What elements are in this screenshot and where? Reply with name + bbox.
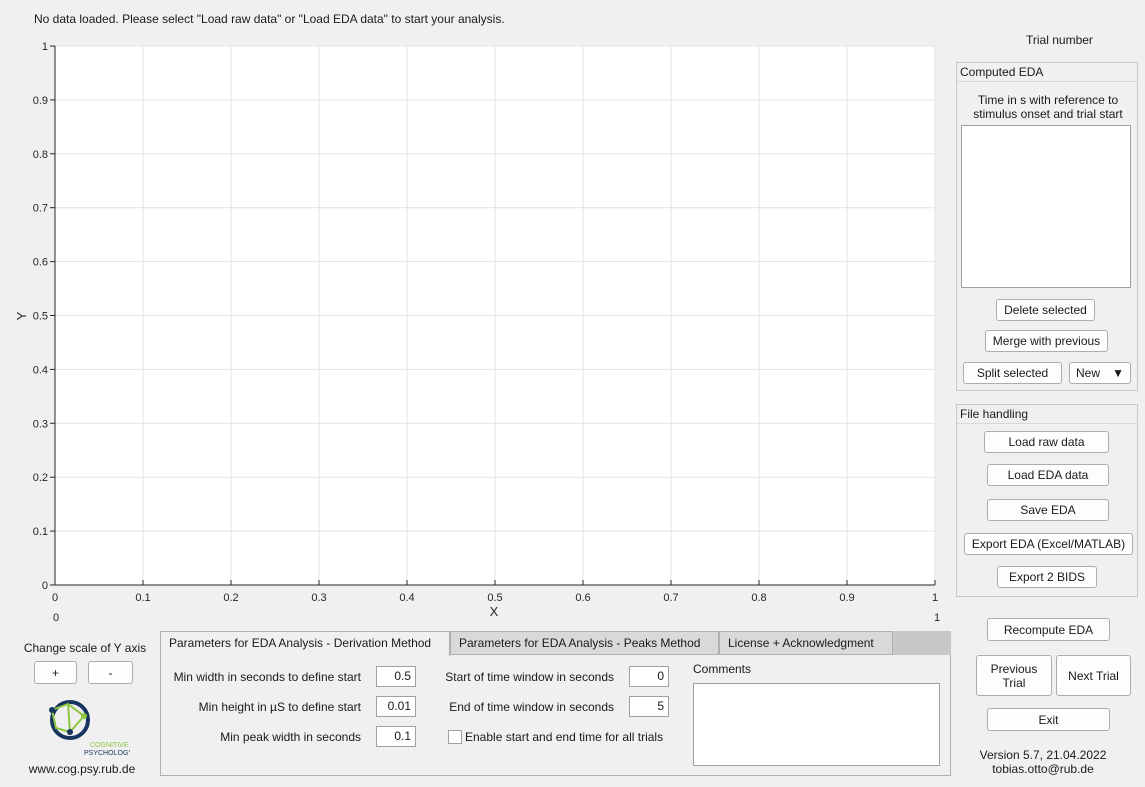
param-input[interactable]: 0.5	[376, 666, 416, 687]
logo-node	[67, 729, 73, 735]
y-tick-label: 0.9	[33, 95, 48, 107]
param-label: Min width in seconds to define start	[173, 670, 361, 684]
status-text: No data loaded. Please select "Load raw …	[34, 12, 505, 26]
x-tick-label: 0.4	[399, 592, 414, 604]
slider-max: 1	[934, 612, 940, 624]
x-tick-label: 0	[52, 592, 58, 604]
param-label: Min peak width in seconds	[220, 730, 361, 744]
y-tick-label: 0.3	[33, 418, 48, 430]
y-tick-label: 0.8	[33, 149, 48, 161]
param-label: Start of time window in seconds	[445, 670, 614, 684]
param-input[interactable]: 0.1	[376, 726, 416, 747]
exit-button[interactable]: Exit	[987, 708, 1110, 731]
param-label: End of time window in seconds	[449, 700, 614, 714]
x-axis-label: X	[490, 604, 499, 619]
scale-label: Change scale of Y axis	[23, 641, 147, 655]
y-tick-label: 0.4	[33, 364, 48, 376]
logo-text: PSYCHOLOGY	[84, 750, 130, 757]
param-input[interactable]: 0	[629, 666, 669, 687]
x-tick-label: 0.2	[223, 592, 238, 604]
x-tick-label: 1	[932, 592, 938, 604]
new-dropdown[interactable]: New ▼	[1069, 362, 1131, 384]
scale-minus-button[interactable]: -	[88, 661, 133, 684]
y-tick-label: 0.6	[33, 257, 48, 269]
comments-box[interactable]	[693, 683, 940, 766]
y-tick-label: 0.5	[33, 311, 48, 323]
x-tick-label: 0.8	[751, 592, 766, 604]
y-tick-label: 0.2	[33, 472, 48, 484]
panel-title: File handling	[957, 405, 1137, 424]
checkbox-label: Enable start and end time for all trials	[465, 730, 664, 744]
recompute-button[interactable]: Recompute EDA	[987, 618, 1110, 641]
x-tick-label: 0.6	[575, 592, 590, 604]
slider-min: 0	[53, 612, 59, 624]
file-handling-panel: File handling Load raw data Load EDA dat…	[956, 404, 1138, 597]
y-tick-label: 0.7	[33, 203, 48, 215]
logo-node	[81, 713, 87, 719]
panel-title: Computed EDA	[957, 63, 1137, 82]
x-tick-label: 0.3	[311, 592, 326, 604]
split-button[interactable]: Split selected	[963, 362, 1062, 384]
scale-plus-button[interactable]: +	[34, 661, 77, 684]
x-tick-label: 0.7	[663, 592, 678, 604]
dropdown-arrow: ▼	[1112, 366, 1124, 380]
x-tick-label: 0.5	[487, 592, 502, 604]
export-eda-button[interactable]: Export EDA (Excel/MATLAB)	[964, 533, 1133, 555]
eda-listbox[interactable]	[961, 125, 1131, 288]
y-tick-label: 0.1	[33, 526, 48, 538]
logo-node	[49, 707, 55, 713]
dropdown-value: New	[1076, 366, 1101, 380]
version-text: Version 5.7, 21.04.2022	[979, 748, 1107, 762]
y-axis-label: Y	[14, 311, 29, 320]
trial-number-label: Trial number	[1026, 33, 1093, 47]
email-text: tobias.otto@rub.de	[992, 762, 1094, 776]
load-eda-button[interactable]: Load EDA data	[987, 464, 1109, 486]
logo-network	[50, 702, 86, 734]
y-tick-label: 1	[42, 41, 48, 53]
logo-ring	[50, 700, 90, 740]
comments-label: Comments	[693, 662, 752, 676]
website-text: www.cog.psy.rub.de	[28, 762, 136, 776]
tab-content	[160, 655, 951, 776]
checkbox[interactable]	[448, 730, 462, 744]
save-eda-button[interactable]: Save EDA	[987, 499, 1109, 521]
tab[interactable]: License + Acknowledgment	[719, 631, 893, 655]
tab[interactable]: Parameters for EDA Analysis - Peaks Meth…	[450, 631, 719, 655]
export-bids-button[interactable]: Export 2 BIDS	[997, 566, 1097, 588]
computed-eda-panel: Computed EDA Time in s with reference to…	[956, 62, 1138, 391]
x-tick-label: 0.9	[839, 592, 854, 604]
logo: COGNITIVE PSYCHOLOGY	[49, 700, 130, 757]
param-label: Min height in µS to define start	[198, 700, 361, 714]
param-input[interactable]: 5	[629, 696, 669, 717]
x-tick-label: 0.1	[135, 592, 150, 604]
param-input[interactable]: 0.01	[376, 696, 416, 717]
next-button[interactable]: Next Trial	[1056, 655, 1131, 696]
tab-active[interactable]: Parameters for EDA Analysis - Derivation…	[160, 631, 450, 656]
delete-button[interactable]: Delete selected	[996, 299, 1095, 321]
merge-button[interactable]: Merge with previous	[985, 330, 1108, 352]
previous-button[interactable]: Previous Trial	[976, 655, 1052, 696]
logo-text: COGNITIVE	[90, 742, 129, 749]
y-tick-label: 0	[42, 580, 48, 592]
description: Time in s with reference to stimulus ons…	[973, 93, 1123, 121]
load-raw-button[interactable]: Load raw data	[984, 431, 1109, 453]
